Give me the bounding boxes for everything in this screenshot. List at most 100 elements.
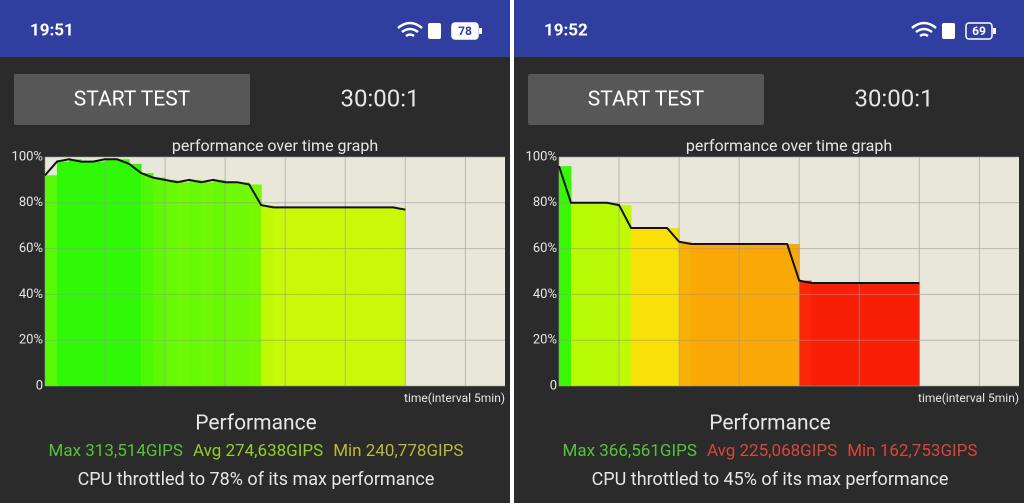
stat: Min 240,778GIPS [333, 441, 463, 461]
area-segment [751, 244, 764, 386]
stat: Min 162,753GIPS [847, 441, 977, 461]
area-segment [907, 282, 920, 386]
separator [510, 0, 514, 503]
throttle-summary: CPU throttled to 78% of its max performa… [78, 469, 435, 490]
status-time: 19:52 [544, 20, 588, 40]
area-segment [775, 244, 788, 386]
start-test-label[interactable]: START TEST [74, 88, 191, 112]
area-segment [715, 244, 728, 386]
status-bar [514, 0, 1024, 57]
area-segment [381, 207, 394, 386]
area-segment [727, 244, 740, 386]
area-segment [321, 207, 334, 386]
wifi-icon [911, 21, 937, 38]
stat: Max 366,561GIPS [563, 441, 697, 461]
area-segment [799, 280, 812, 386]
area-segment [895, 282, 908, 386]
sim-icon [428, 23, 441, 39]
y-tick-label: 0 [36, 378, 43, 393]
y-tick-label: 20% [19, 333, 43, 348]
area-segment [787, 244, 800, 386]
performance-line [558, 165, 920, 284]
area-segment [213, 179, 226, 386]
area-segment [631, 227, 644, 386]
y-tick-label: 40% [533, 287, 557, 302]
performance-heading: Performance [195, 412, 316, 436]
area-segment [847, 282, 860, 386]
stats-row: Max 313,514GIPS Avg 274,638GIPS Min 240,77… [49, 441, 464, 461]
area-segment [165, 179, 178, 386]
area-segment [333, 207, 346, 386]
area-segment [189, 179, 202, 386]
area-segment [285, 207, 298, 386]
area-segment [811, 282, 824, 386]
stat: Avg 274,638GIPS [193, 441, 323, 461]
area-segment [667, 227, 680, 386]
area-segment [559, 166, 572, 386]
area-segment [619, 205, 632, 386]
area-segment [655, 227, 668, 386]
battery-tip [993, 28, 996, 34]
area-segment [69, 159, 82, 386]
start-test-label[interactable]: START TEST [588, 88, 705, 112]
area-segment [105, 159, 118, 386]
area-segment [225, 182, 238, 386]
area-segment [177, 182, 190, 386]
area-segment [739, 244, 752, 386]
area-segment [823, 282, 836, 386]
area-segment [249, 184, 262, 386]
timer: 30:00:1 [340, 84, 419, 112]
y-tick-label: 100% [526, 149, 557, 164]
timer: 30:00:1 [854, 84, 933, 112]
area-segment [835, 282, 848, 386]
y-tick-label: 100% [12, 149, 43, 164]
y-tick-label: 0 [550, 378, 557, 393]
y-tick-label: 80% [533, 195, 557, 210]
throttle-summary: CPU throttled to 45% of its max performa… [592, 469, 949, 490]
area-segment [309, 207, 322, 386]
x-axis-label: time(interval 5min) [918, 391, 1019, 405]
area-segment [357, 207, 370, 386]
x-axis-label: time(interval 5min) [404, 391, 505, 405]
area-segment [679, 241, 692, 386]
performance-heading: Performance [709, 412, 830, 436]
stat: Avg 225,068GIPS [707, 441, 837, 461]
area-segment [883, 282, 896, 386]
start-test-button[interactable] [14, 74, 250, 125]
area-segment [261, 205, 274, 386]
chart-title: performance over time graph [686, 136, 892, 155]
area-segment [141, 173, 154, 386]
stats-row: Max 366,561GIPS Avg 225,068GIPS Min 162,75… [563, 441, 978, 461]
y-tick-label: 60% [533, 241, 557, 256]
wifi-icon [397, 21, 423, 38]
area-segment [201, 182, 214, 386]
battery-icon [965, 22, 993, 40]
status-time: 19:51 [30, 20, 74, 40]
y-tick-label: 20% [533, 333, 557, 348]
performance-line [44, 158, 406, 211]
area-segment [237, 182, 250, 386]
battery-tip [479, 28, 482, 34]
area-segment [369, 207, 382, 386]
area-segment [297, 207, 310, 386]
area-segment [117, 159, 130, 386]
area-segment [859, 282, 872, 386]
area-segment [643, 227, 656, 386]
area-segment [393, 207, 406, 386]
area-segment [45, 175, 58, 386]
area-segment [763, 244, 776, 386]
start-test-button[interactable] [528, 74, 764, 125]
area-segment [153, 177, 166, 386]
area-segment [273, 207, 286, 386]
area-segment [871, 282, 884, 386]
status-bar [0, 0, 510, 57]
area-segment [691, 244, 704, 386]
battery-level: 78 [458, 24, 472, 38]
y-tick-label: 40% [19, 287, 43, 302]
sim-icon [942, 23, 955, 39]
area-segment [93, 161, 106, 386]
stat: Max 313,514GIPS [49, 441, 183, 461]
area-segment [81, 161, 94, 386]
chart-title: performance over time graph [172, 136, 378, 155]
